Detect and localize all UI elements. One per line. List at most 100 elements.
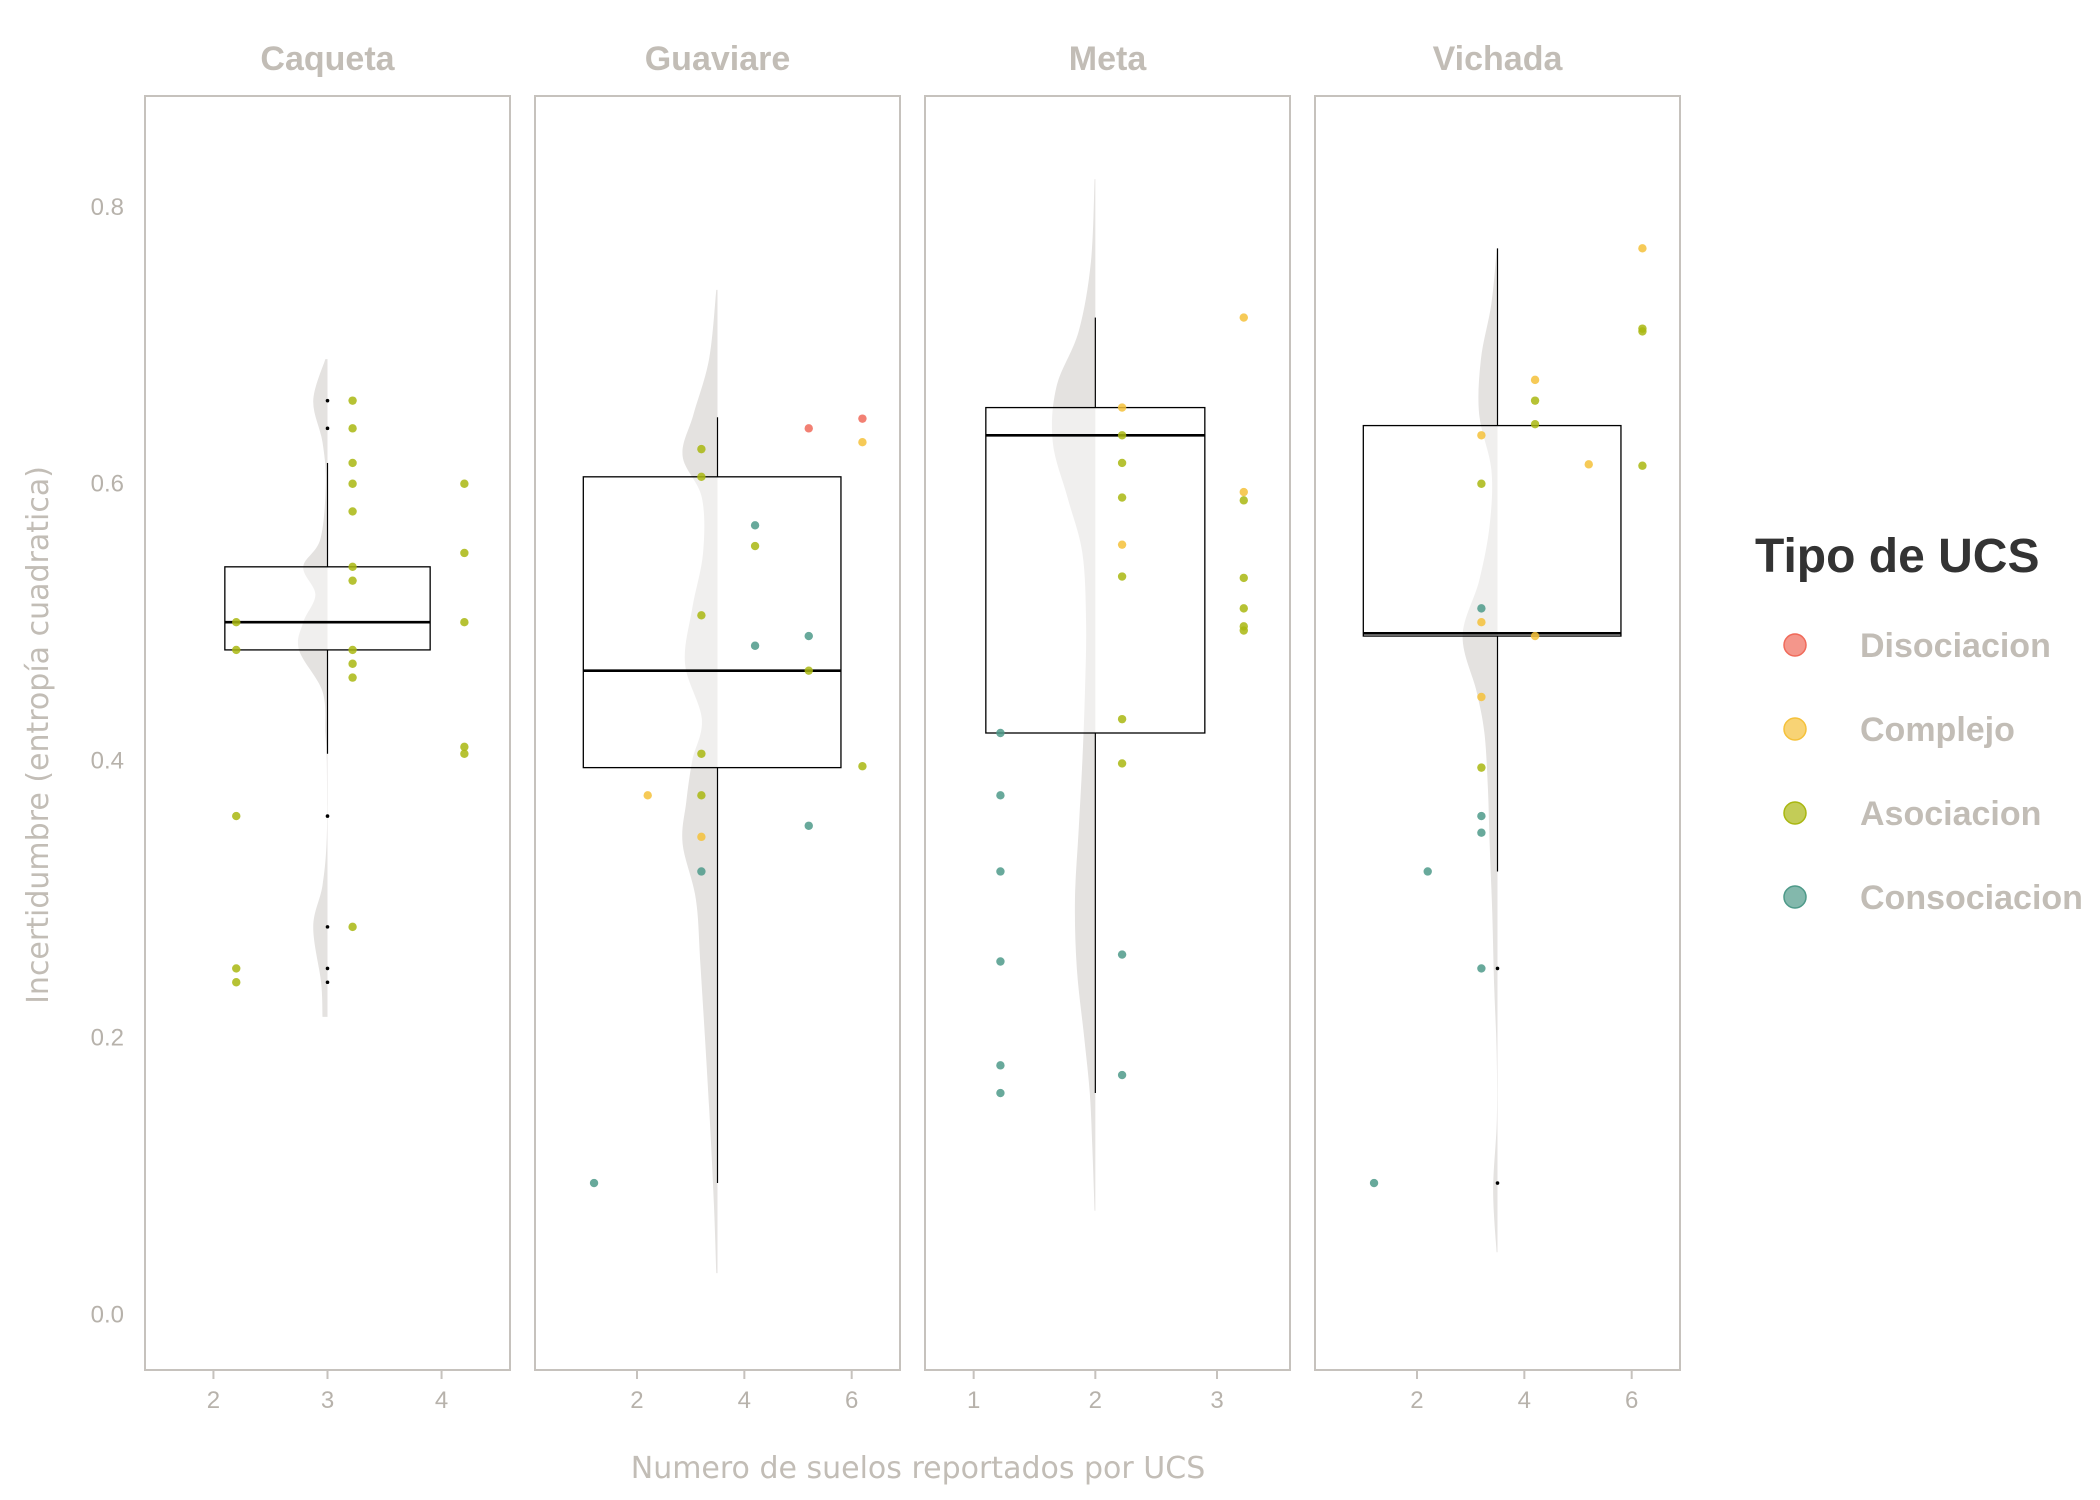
box [985, 406, 1206, 734]
x-tick-label: 1 [967, 1387, 980, 1414]
box-outlier [325, 966, 330, 971]
data-point [1117, 458, 1127, 468]
data-point [1477, 828, 1486, 837]
y-axis-title: Incertidumbre (entropía cuadratica) [21, 466, 56, 1004]
legend-title: Tipo de UCS [1755, 530, 2039, 583]
data-point [460, 742, 469, 752]
data-point [348, 922, 357, 932]
data-point [1369, 1178, 1379, 1188]
facet-panel: Vichada 2 4 6 [1314, 40, 1681, 1414]
data-point [1638, 327, 1647, 336]
data-point [1477, 431, 1486, 440]
panel-border [1314, 95, 1681, 1371]
data-point [1477, 692, 1486, 702]
data-point [697, 832, 706, 842]
data-point [232, 645, 241, 655]
data-point [348, 396, 357, 405]
data-point [1423, 867, 1432, 876]
legend-swatch [1783, 885, 1807, 909]
box-outlier [325, 814, 330, 818]
x-tick-label: 2 [1089, 1387, 1102, 1414]
data-point [750, 521, 760, 530]
data-point [1117, 431, 1127, 440]
data-point [697, 791, 706, 800]
data-point [1477, 964, 1486, 973]
x-tick-label: 6 [845, 1387, 858, 1414]
data-point [1117, 1070, 1127, 1080]
data-point [1239, 487, 1248, 497]
data-point [643, 791, 652, 800]
data-point [996, 867, 1005, 876]
data-point [1239, 573, 1248, 583]
data-point [1477, 811, 1486, 821]
data-point [348, 562, 357, 572]
legend-label: Disociacion [1860, 627, 2051, 665]
data-point [232, 618, 241, 627]
data-point [232, 964, 241, 973]
legend: Tipo de UCS Disociacion Complejo Asociacio… [1755, 530, 2083, 917]
data-point [232, 978, 241, 987]
data-point [1117, 950, 1127, 959]
y-tick-label: 0.2 [91, 1025, 124, 1052]
legend-label: Asociacion [1860, 795, 2041, 833]
box-outlier [325, 980, 330, 985]
box-outlier [325, 925, 330, 929]
data-point [858, 414, 867, 423]
box [1362, 424, 1622, 637]
data-point [750, 541, 760, 551]
legend-swatch [1783, 801, 1807, 825]
x-tick-label: 6 [1625, 1387, 1638, 1414]
legend-items: Disociacion Complejo Asociacion Consociacio… [1783, 627, 2083, 917]
x-tick-label: 2 [207, 1387, 220, 1414]
data-point [1239, 496, 1248, 505]
data-point [697, 472, 706, 482]
box-outlier [325, 398, 330, 403]
x-tick-label: 4 [738, 1387, 751, 1414]
data-point [348, 673, 357, 682]
data-point [697, 749, 706, 758]
x-axis-title: Numero de suelos reportados por UCS [631, 1451, 1205, 1486]
y-tick-label: 0.0 [91, 1302, 124, 1329]
box [224, 566, 431, 651]
data-point [804, 631, 813, 641]
data-point [348, 645, 357, 655]
panel-border [924, 95, 1291, 1371]
x-tick-label: 4 [435, 1387, 448, 1414]
data-point [996, 1088, 1005, 1098]
data-point [348, 576, 357, 585]
data-point [1117, 714, 1127, 724]
legend-label: Consociacion [1860, 879, 2083, 917]
data-point [348, 458, 357, 468]
data-point [460, 749, 469, 758]
data-point [1477, 604, 1486, 613]
box [582, 476, 842, 769]
x-tick-label: 3 [1210, 1387, 1223, 1414]
facet-label: Guaviare [645, 40, 791, 78]
data-point [1117, 493, 1127, 502]
density-cloud [1462, 248, 1498, 1253]
data-point [1117, 759, 1127, 768]
data-point [697, 444, 706, 454]
facet-panels: 0.0 0.2 0.4 0.6 0.8 Caqueta 2 3 4 Guaviare 2 4 6 Meta… [91, 40, 1681, 1414]
data-point [1638, 244, 1647, 253]
data-point [1477, 479, 1486, 488]
legend-item: Consociacion [1783, 879, 2083, 917]
data-point [348, 659, 357, 668]
data-point [1117, 403, 1127, 412]
data-point [858, 762, 867, 771]
legend-item: Disociacion [1783, 627, 2051, 665]
data-point [996, 791, 1005, 800]
facet-label: Meta [1069, 40, 1148, 78]
data-point [804, 821, 813, 830]
data-point [697, 611, 706, 620]
box-outlier [1495, 966, 1500, 971]
legend-item: Asociacion [1783, 795, 2041, 833]
x-tick-label: 2 [1410, 1387, 1423, 1414]
data-point [589, 1178, 599, 1188]
box-outlier [1495, 1181, 1500, 1185]
density-cloud [682, 289, 718, 1274]
legend-item: Complejo [1783, 711, 2015, 749]
panel-border [534, 95, 901, 1371]
data-point [232, 811, 241, 821]
